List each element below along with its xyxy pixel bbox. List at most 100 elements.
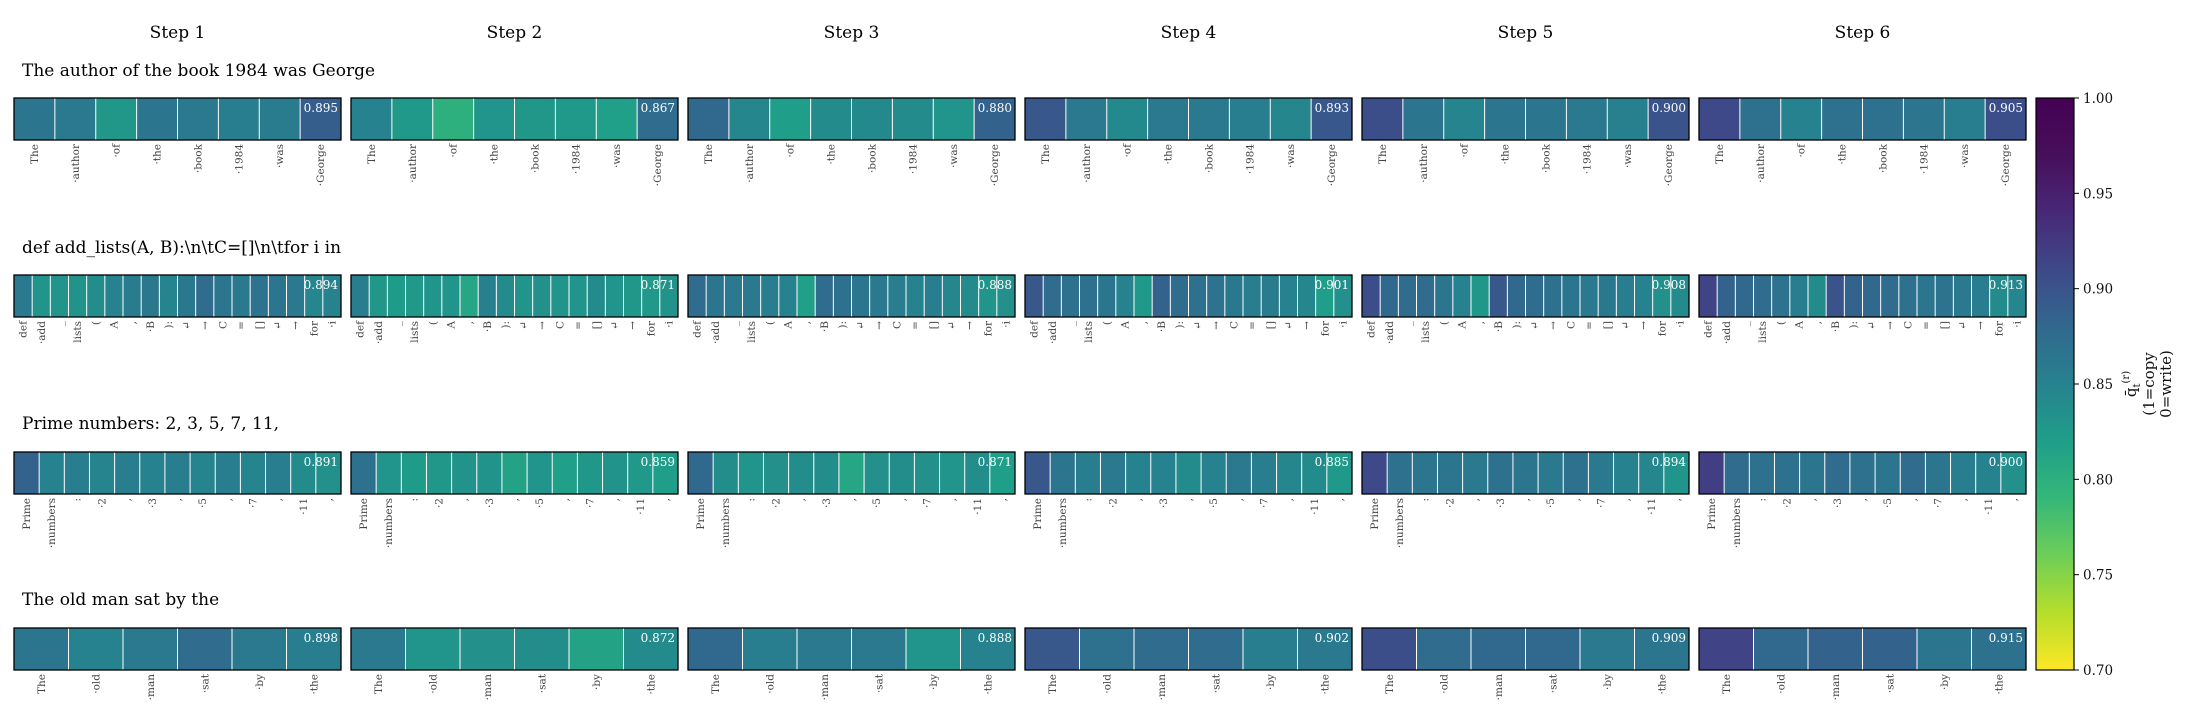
heatmap-panel: 0.905 The ·author ·of ·the ·book ·1984 ·was ·Geo… (1698, 97, 2027, 186)
token-label: C (554, 321, 566, 329)
heatmap-cell (104, 275, 124, 317)
heatmap-cell (1075, 452, 1101, 494)
heatmap-cell (190, 452, 216, 494)
heatmap-cell (1326, 452, 1353, 494)
token-label: ·2 (434, 498, 446, 508)
token-label: ·the (982, 674, 994, 695)
heatmap-cell (32, 275, 51, 317)
token-label: lists (1083, 321, 1095, 343)
heatmap-cell (569, 275, 588, 317)
heatmap-cell (1170, 275, 1189, 317)
token-label: ·3 (147, 498, 159, 508)
heatmap-cell (1100, 452, 1126, 494)
heatmap-cell (95, 98, 137, 140)
token-label: The (29, 144, 41, 164)
token-label: ·author (1755, 143, 1767, 183)
token-label: ·sat (873, 673, 885, 693)
heatmap-cell (250, 275, 269, 317)
panel-border (350, 451, 679, 495)
heatmap-cell (1398, 275, 1417, 317)
prompt-title: The author of the book 1984 was George (22, 61, 375, 81)
token-label: for (1319, 320, 1331, 336)
token-label: ·of (1122, 143, 1134, 158)
token-label: Prime (1706, 498, 1718, 530)
heatmap-cell (555, 98, 597, 140)
colorbar-tick-label: 0.75 (2083, 568, 2113, 584)
heatmap-cell (1607, 98, 1649, 140)
token-label: The (1040, 144, 1052, 164)
heatmap-cell (810, 98, 852, 140)
token-label: ·7 (921, 498, 933, 508)
heatmap-cell (300, 98, 342, 140)
token-label: The (703, 144, 715, 164)
heatmap-cell (532, 275, 552, 317)
token-label: ( (764, 321, 776, 325)
token-label: , (610, 498, 622, 501)
heatmap-panel: 0.888 def ·add _ lists (A, ·B): ↵ → C = [] ↵ → for ·i (687, 274, 1016, 344)
heatmap-cell (351, 275, 370, 317)
token-label: , (1334, 498, 1346, 501)
heatmap-cell (14, 628, 69, 670)
heatmap-cell (974, 98, 1016, 140)
heatmap-cell (50, 275, 69, 317)
token-label: ·1984 (1244, 144, 1256, 174)
token-label: ·was (1959, 144, 1971, 168)
token-label: ·sat (1884, 673, 1896, 693)
token-label: , (172, 498, 184, 501)
panel-border (1361, 627, 1690, 671)
heatmap-cell (924, 275, 943, 317)
heatmap-cell (286, 628, 342, 670)
colorbar-tick-label: 0.85 (2083, 377, 2113, 393)
token-label: ·i (2011, 320, 2023, 327)
mean-value-label: 0.895 (304, 101, 338, 115)
heatmap-cell (290, 452, 317, 494)
heatmap-cell (1251, 452, 1277, 494)
token-label: , (801, 321, 813, 324)
heatmap-cell (1279, 275, 1298, 317)
heatmap-cell (114, 452, 141, 494)
token-label: ·add (36, 321, 48, 344)
mean-value-label: 0.908 (1652, 278, 1686, 292)
colorbar-title-sup: (r) (2121, 371, 2132, 384)
token-label: ·5 (1208, 498, 1220, 508)
heatmap-cell (659, 275, 679, 317)
heatmap-cell (527, 452, 553, 494)
heatmap-cell (1412, 452, 1438, 494)
token-label: Prime (1369, 498, 1381, 530)
heatmap-cell (1975, 452, 2002, 494)
heatmap-cell (351, 452, 377, 494)
prompt-title: def add_lists(A, B):\n\tC=[]\n\tfor i in (22, 238, 341, 258)
token-label: ·add (1047, 321, 1059, 344)
token-label: ·book (1540, 143, 1552, 173)
mean-value-label: 0.894 (304, 278, 339, 292)
token-label: ·2 (771, 498, 783, 508)
token-label: : (408, 498, 420, 502)
heatmap-cell (623, 628, 679, 670)
heatmap-cell (2007, 275, 2027, 317)
token-label: ·1984 (570, 144, 582, 174)
token-label: [] (1939, 321, 1951, 329)
token-label: , (464, 321, 476, 324)
heatmap-cell (569, 628, 624, 670)
heatmap-cell (405, 275, 424, 317)
token-label: lists (72, 321, 84, 343)
token-label: ·old (427, 674, 439, 694)
heatmap-cell (637, 98, 679, 140)
heatmap-cell (889, 452, 915, 494)
heatmap-cell (688, 452, 714, 494)
token-label: ): (1511, 321, 1523, 329)
heatmap-cell (1670, 275, 1690, 317)
heatmap-cell (232, 275, 251, 317)
token-label: ·book (192, 143, 204, 173)
heatmap-cell (1543, 275, 1563, 317)
heatmap-cell (596, 98, 638, 140)
heatmap-cell (1434, 275, 1454, 317)
token-label: , (1233, 498, 1245, 501)
heatmap-cell (1270, 98, 1312, 140)
panel-border (687, 451, 1016, 495)
heatmap-cell (1652, 275, 1672, 317)
token-label: , (127, 321, 139, 324)
token-label: The (36, 674, 48, 694)
panel-border (1024, 451, 1353, 495)
heatmap-cell (552, 452, 578, 494)
